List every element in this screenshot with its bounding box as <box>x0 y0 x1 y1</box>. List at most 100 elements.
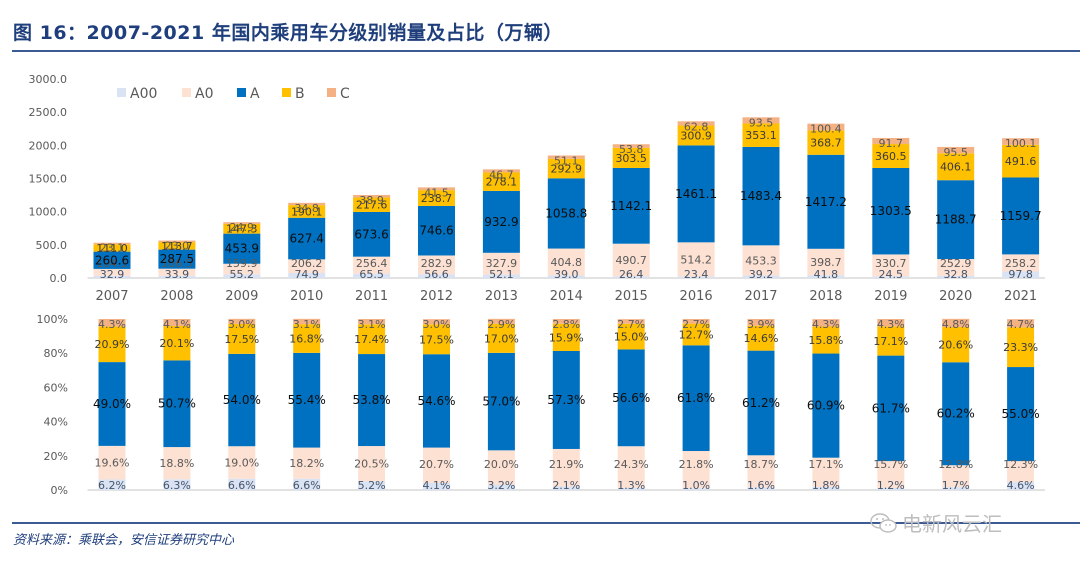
data-label-B-2020: 20.6% <box>938 339 973 352</box>
y-tick-label: 3000.0 <box>29 73 68 86</box>
bar-A0-2013 <box>487 450 515 485</box>
bar-A-2008 <box>163 360 191 448</box>
data-label-A00-2011: 5.2% <box>358 479 386 492</box>
data-label-A0-2012: 20.7% <box>419 458 454 471</box>
bar-B-2020 <box>937 153 975 181</box>
data-label-B-2010: 190.1 <box>291 205 323 218</box>
bar-A0-2009 <box>223 263 261 275</box>
data-label-B-2018: 15.8% <box>808 334 843 347</box>
data-label-C-2020: 95.5 <box>943 146 968 159</box>
bar-C-2007 <box>98 319 126 327</box>
data-label-A00-2008: 6.3% <box>163 479 191 492</box>
bar-A-2020 <box>937 180 975 260</box>
data-label-A00-2021: 4.6% <box>1007 479 1035 492</box>
data-label-A0-2011: 256.4 <box>356 257 388 270</box>
y-tick-label: 2500.0 <box>29 106 68 119</box>
data-label-C-2015: 53.8 <box>619 143 644 156</box>
legend-label-C: C <box>340 86 350 102</box>
bar-A00-2020 <box>937 275 975 278</box>
bar-A00-2008 <box>158 275 196 278</box>
bar-C-2007 <box>93 242 131 245</box>
bar-A00-2014 <box>547 275 585 278</box>
data-label-A-2011: 673.6 <box>354 227 388 241</box>
data-label-A00-2016: 1.0% <box>682 479 710 492</box>
bar-A-2011 <box>358 354 386 447</box>
bar-A0-2015 <box>612 243 650 277</box>
legend-label-A0: A0 <box>195 86 213 102</box>
data-label-A0-2013: 20.0% <box>484 458 519 471</box>
data-label-A-2019: 1303.5 <box>870 204 912 218</box>
bar-A0-2010 <box>293 447 321 479</box>
bar-B-2021 <box>1007 327 1035 368</box>
data-label-A-2010: 627.4 <box>290 232 324 246</box>
data-label-B-2019: 17.1% <box>873 335 908 348</box>
bar-A-2013 <box>487 352 515 451</box>
data-label-B-2012: 17.5% <box>419 333 454 346</box>
data-label-B-2018: 368.7 <box>810 137 842 150</box>
data-label-A00-2013: 52.1 <box>489 268 514 281</box>
data-label-A-2019: 61.7% <box>872 401 910 415</box>
data-label-A00-2010: 6.6% <box>293 479 321 492</box>
bar-A-2015 <box>617 349 645 447</box>
bar-C-2019 <box>872 137 910 145</box>
bar-B-2008 <box>163 326 191 361</box>
data-label-C-2010: 34.8 <box>294 202 319 215</box>
bar-A-2014 <box>547 178 585 249</box>
bar-C-2009 <box>223 222 261 224</box>
bar-C-2018 <box>807 123 845 131</box>
data-label-A0-2020: 12.8% <box>938 458 973 471</box>
bar-A00-2014 <box>552 486 580 490</box>
legend-label-B: B <box>295 86 305 102</box>
bar-A0-2015 <box>617 446 645 488</box>
bar-A-2007 <box>98 362 126 446</box>
chart-legend: A00 A0 A B C <box>117 86 350 102</box>
data-label-A-2018: 1417.2 <box>805 195 847 209</box>
bar-A00-2009 <box>223 274 261 278</box>
data-label-B-2014: 292.9 <box>551 163 583 176</box>
bar-B-2011 <box>353 197 391 212</box>
bar-B-2009 <box>228 323 256 354</box>
bar-C-2021 <box>1002 138 1040 145</box>
data-label-A-2012: 54.6% <box>417 394 455 408</box>
data-label-C-2015: 2.7% <box>617 318 645 331</box>
bar-A-2016 <box>682 345 710 452</box>
data-label-C-2011: 3.1% <box>358 318 386 331</box>
legend-swatch-A <box>237 88 246 97</box>
data-label-C-2021: 4.7% <box>1007 318 1035 331</box>
data-label-B-2012: 238.7 <box>421 192 453 205</box>
data-label-A0-2013: 327.9 <box>486 257 518 270</box>
bar-A-2008 <box>158 249 196 269</box>
data-label-A-2007: 49.0% <box>93 397 131 411</box>
data-label-A-2016: 61.8% <box>677 391 715 405</box>
data-label-B-2011: 217.6 <box>356 199 388 212</box>
y-tick-label: 0.0 <box>50 272 68 285</box>
bar-B-2017 <box>747 325 775 351</box>
bar-A00-2018 <box>807 275 845 278</box>
data-label-A00-2014: 39.0 <box>554 268 579 281</box>
bar-A00-2019 <box>877 487 905 490</box>
data-label-A0-2010: 206.2 <box>291 257 323 270</box>
bar-A00-2016 <box>682 488 710 490</box>
watermark-text: 电新风云汇 <box>902 512 1002 536</box>
data-label-C-2014: 51.1 <box>554 155 579 168</box>
bar-A0-2014 <box>552 448 580 487</box>
bar-A00-2010 <box>288 273 326 278</box>
volume-stacked-bar-chart: 0.0 500.0 1000.0 1500.0 2000.0 2500.0 3000.0 32… <box>29 73 1046 304</box>
bar-A-2020 <box>942 362 970 466</box>
bar-C-2013 <box>482 169 520 173</box>
data-label-A00-2020: 32.8 <box>943 268 968 281</box>
x-tick-label: 2020 <box>939 289 972 304</box>
y-tick-label: 80% <box>44 347 68 360</box>
y-tick-label: 100% <box>37 313 68 326</box>
bar-B-2015 <box>617 323 645 350</box>
data-label-A-2016: 1461.1 <box>675 187 717 201</box>
data-label-A-2017: 61.2% <box>742 396 780 410</box>
y-tick-label: 500.0 <box>36 239 68 252</box>
data-label-C-2007: 4.3% <box>98 318 126 331</box>
data-label-A0-2017: 453.3 <box>745 254 777 267</box>
data-label-A-2020: 60.2% <box>937 407 975 421</box>
data-label-B-2017: 353.1 <box>745 129 777 142</box>
bar-A-2009 <box>223 233 261 264</box>
data-label-A-2007: 260.6 <box>95 253 129 267</box>
bar-A0-2012 <box>423 447 450 483</box>
